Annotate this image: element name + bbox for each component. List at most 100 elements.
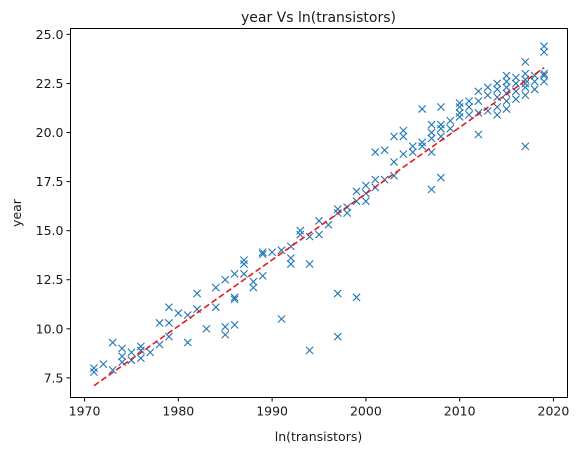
data-point — [277, 315, 286, 323]
data-point — [239, 260, 248, 269]
data-point — [399, 150, 408, 159]
data-point — [277, 246, 286, 255]
data-point — [361, 181, 370, 190]
data-point — [474, 130, 483, 139]
data-point — [99, 360, 108, 369]
y-axis: 7.5 10.0 12.5 15.0 17.5 20.0 22.5 25.0 — [36, 27, 71, 385]
x-tick-label: 2000 — [350, 404, 382, 419]
data-point — [521, 142, 530, 151]
data-point — [436, 124, 445, 133]
data-point — [108, 338, 117, 347]
data-point — [258, 271, 267, 280]
y-tick-label: 22.5 — [36, 76, 64, 91]
data-point — [305, 346, 314, 355]
data-point — [436, 103, 445, 111]
data-point — [239, 269, 248, 278]
data-point — [427, 120, 436, 129]
data-point — [540, 42, 549, 51]
data-point — [511, 79, 520, 88]
data-point — [474, 97, 483, 106]
data-point — [455, 99, 464, 108]
data-point — [146, 348, 155, 357]
data-point — [465, 97, 474, 106]
x-tick-label: 1980 — [162, 404, 194, 419]
data-point — [333, 289, 342, 298]
data-point — [136, 354, 145, 363]
data-point — [493, 79, 502, 88]
x-tick-label: 1990 — [256, 404, 288, 419]
data-point — [436, 173, 445, 182]
data-point — [511, 95, 520, 104]
data-point — [530, 85, 539, 94]
data-point — [502, 89, 511, 98]
data-point — [118, 344, 127, 353]
data-point — [89, 367, 98, 376]
data-point — [540, 71, 549, 80]
x-tick-label: 2010 — [444, 404, 476, 419]
data-point — [164, 332, 173, 341]
data-point — [521, 83, 530, 92]
y-tick-label: 10.0 — [36, 321, 64, 336]
data-point — [502, 83, 511, 92]
data-point — [540, 77, 549, 86]
data-point — [258, 248, 267, 257]
x-tick-label: 1970 — [69, 404, 101, 419]
data-point — [343, 209, 352, 217]
data-point — [211, 283, 220, 292]
data-point — [390, 132, 399, 141]
data-point — [118, 352, 127, 361]
data-point — [286, 254, 295, 263]
data-point — [211, 303, 220, 312]
data-point — [521, 91, 530, 100]
y-tick-label: 17.5 — [36, 174, 64, 189]
data-point — [249, 283, 258, 292]
data-point — [315, 216, 323, 225]
data-point — [446, 116, 455, 125]
data-point — [493, 103, 502, 111]
data-point — [493, 110, 502, 119]
y-tick-label: 25.0 — [36, 27, 64, 42]
plot-frame — [70, 28, 568, 398]
data-point — [286, 260, 295, 269]
data-point — [511, 73, 520, 82]
data-point — [455, 103, 464, 111]
data-point — [183, 338, 192, 347]
y-axis-label: year — [9, 198, 24, 227]
data-point — [530, 77, 539, 86]
data-point — [427, 185, 436, 194]
data-point — [221, 330, 230, 339]
data-point — [371, 148, 380, 157]
data-point — [155, 318, 164, 327]
data-point — [155, 340, 164, 349]
data-point — [390, 157, 399, 166]
data-point — [483, 83, 492, 92]
data-point — [390, 171, 399, 180]
data-point — [502, 97, 511, 106]
data-point — [521, 79, 530, 88]
data-point — [455, 112, 464, 121]
data-point — [239, 256, 248, 265]
data-point — [174, 309, 183, 318]
data-point — [352, 293, 361, 302]
data-point — [371, 175, 380, 184]
data-point — [465, 110, 474, 119]
data-point — [521, 57, 530, 66]
data-point — [418, 142, 427, 151]
data-point — [333, 332, 342, 341]
data-point — [296, 230, 305, 239]
data-point — [108, 366, 117, 375]
data-point — [305, 260, 314, 269]
data-point — [483, 91, 492, 100]
data-point — [399, 132, 408, 141]
data-point — [315, 230, 323, 239]
y-tick-label: 15.0 — [36, 223, 64, 238]
data-point — [399, 126, 408, 135]
data-point — [427, 128, 436, 137]
data-point — [502, 77, 511, 86]
data-point — [296, 226, 305, 235]
data-point — [352, 187, 361, 196]
data-point — [493, 85, 502, 94]
data-point — [221, 275, 230, 284]
data-point — [465, 103, 474, 111]
data-point — [408, 142, 417, 151]
